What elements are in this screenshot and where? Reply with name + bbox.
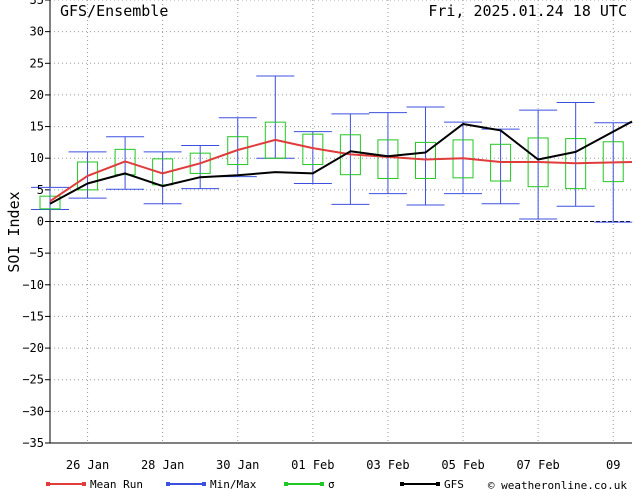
y-tick-label: 25 [30,56,44,70]
y-tick-label: −5 [30,246,44,260]
x-tick-label: 01 Feb [291,458,334,472]
sigma-box [152,158,174,186]
legend-item-gfs: GFS [400,478,464,490]
run-label: Fri, 2025.01.24 18 UTC [428,2,627,20]
x-tick-label: 03 Feb [366,458,409,472]
legend-marker-right [202,482,206,486]
y-tick-label: 10 [30,151,44,165]
legend-marker-left [400,482,404,486]
grid [50,0,632,444]
legend-marker-right [320,482,324,486]
x-tick-label: 05 Feb [441,458,484,472]
y-tick-label: 30 [30,25,44,39]
y-tick-label: −35 [22,436,44,450]
legend-label: Mean Run [90,478,143,490]
legend-marker-right [82,482,86,486]
legend-label: σ [328,478,335,490]
y-tick-label: −10 [22,278,44,292]
legend: Mean Run Min/Max σ GFS [46,478,464,490]
y-axis-label: SOI Index [5,191,23,272]
x-tick-label: 28 Jan [141,458,184,472]
sigma-series [39,121,624,210]
y-tick-label: −25 [22,373,44,387]
minmax-whisker [106,136,145,190]
y-tick-label: −15 [22,309,44,323]
legend-item-minmax: Min/Max [166,478,257,490]
axes [45,0,632,444]
y-tick-label: −20 [22,341,44,355]
legend-label: Min/Max [210,478,257,490]
gfs-line [49,120,633,205]
legend-item-mean: Mean Run [46,478,143,490]
mean-run-line [49,138,633,203]
sigma-box [264,121,286,159]
minmax-whisker [519,109,558,220]
minmax-whisker [368,112,407,195]
sigma-box [227,136,249,166]
x-tick-label: 30 Jan [216,458,259,472]
legend-marker-left [166,482,170,486]
y-tick-label: −30 [22,404,44,418]
x-tick-label: 26 Jan [66,458,109,472]
minmax-whisker [143,151,182,205]
legend-label: GFS [444,478,464,490]
chart-title: GFS/Ensemble [60,2,168,20]
sigma-box [189,152,211,174]
legend-item-sigma: σ [284,478,335,490]
y-tick-label: 5 [37,183,44,197]
legend-marker-right [436,482,440,486]
sigma-box [39,195,61,210]
line-series [49,120,633,205]
minmax-whisker [256,75,295,159]
minmax-whisker [406,106,445,206]
minmax-whisker [293,131,332,185]
x-tick-label: 07 Feb [516,458,559,472]
legend-marker-left [46,482,50,486]
sigma-box [77,161,99,191]
sigma-box [377,139,399,179]
y-tick-label: 0 [37,215,44,229]
minmax-whisker [594,122,633,223]
sigma-box [414,141,436,179]
minmax-whisker [331,113,370,205]
y-tick-label: 20 [30,88,44,102]
sigma-box [114,148,136,176]
tick-labels: −35 −30 −25 −20 −15 −10 −5 0 5 10 15 20 25 30 35 26 Jan… [22,0,620,472]
legend-marker-left [284,482,288,486]
y-tick-label: 15 [30,120,44,134]
x-tick-label: 09 [606,458,620,472]
y-tick-label: 35 [30,0,44,7]
copyright: © weatheronline.co.uk [488,479,627,490]
minmax-whisker [31,186,69,210]
